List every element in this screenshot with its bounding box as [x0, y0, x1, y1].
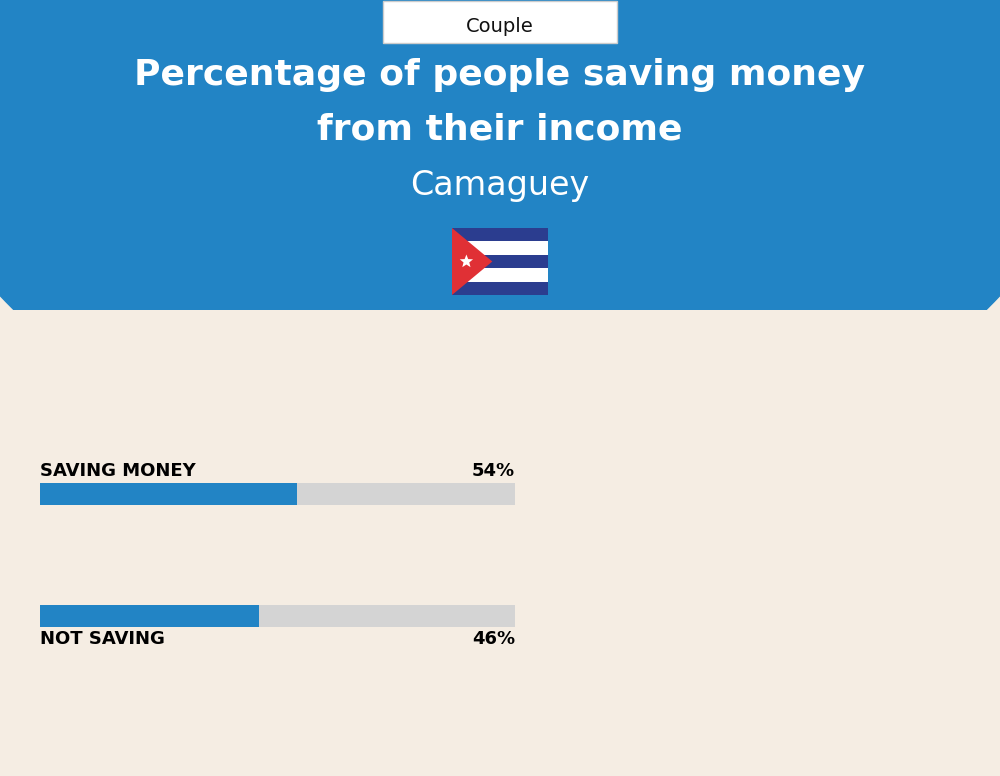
Bar — [40, 483, 515, 505]
Bar — [40, 605, 515, 627]
Bar — [40, 483, 296, 505]
Bar — [0, 310, 1000, 776]
Text: from their income: from their income — [317, 113, 683, 147]
Text: SAVING MONEY: SAVING MONEY — [40, 462, 196, 480]
Circle shape — [0, 0, 1000, 510]
Text: 46%: 46% — [472, 630, 515, 648]
Bar — [452, 228, 548, 241]
Text: Percentage of people saving money: Percentage of people saving money — [134, 58, 866, 92]
Text: Couple: Couple — [466, 16, 534, 36]
Bar — [452, 255, 548, 268]
Text: NOT SAVING: NOT SAVING — [40, 630, 165, 648]
Text: 54%: 54% — [472, 462, 515, 480]
Bar — [40, 605, 258, 627]
FancyBboxPatch shape — [383, 1, 617, 43]
Text: Camaguey: Camaguey — [410, 168, 590, 202]
Bar — [452, 241, 548, 255]
Bar — [452, 268, 548, 282]
Polygon shape — [460, 255, 473, 267]
Polygon shape — [452, 228, 492, 295]
Bar — [452, 282, 548, 295]
